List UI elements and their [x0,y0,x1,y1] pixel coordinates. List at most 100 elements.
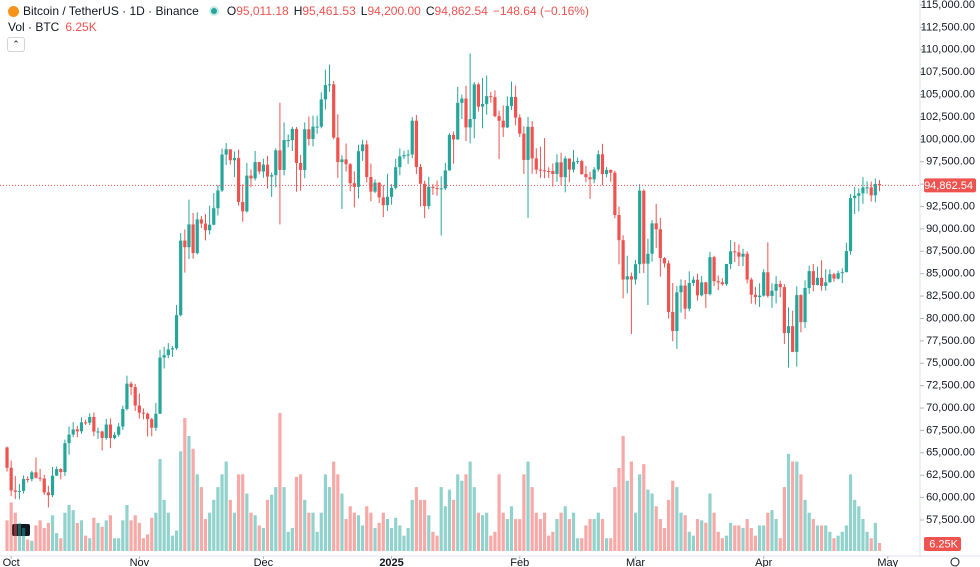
volume-bar [38,520,42,551]
candle-body [96,431,100,433]
volume-bar [700,520,704,551]
volume-bar [799,474,803,551]
candle-body [456,102,460,140]
volume-bar [658,519,662,551]
candle-body [55,469,59,476]
y-tick-label: 90,000.00 [926,223,975,235]
candle-body [431,186,435,188]
volume-bar [290,528,294,551]
volume-bar [679,512,683,551]
volume-bar [869,538,873,551]
candle-body [361,144,365,152]
change: −148.64 (−0.16%) [492,4,589,18]
candle-body [224,149,228,155]
candle-body [435,187,439,189]
volume-tag-label: 6.25K [929,538,958,550]
candle-body [476,84,480,107]
collapse-button[interactable]: ⌃ [7,37,25,52]
legend: Bitcoin / TetherUS · 1D · Binance O 95,01… [8,3,594,35]
volume-bar [662,528,667,551]
candle-body [121,408,125,427]
candle-body [319,99,323,127]
candle-body [290,128,294,141]
candle-body [336,137,340,163]
volume-bar [108,515,112,551]
volume-bar [493,531,497,551]
volume-bar [451,499,456,551]
candle-body [71,429,75,435]
x-tick-label: Nov [130,557,150,567]
volume-bar [431,531,435,551]
candle-body [617,215,621,241]
symbol[interactable]: Bitcoin / TetherUS · 1D · Binance [23,4,199,18]
candle-body [245,175,249,212]
volume-bar [576,538,580,551]
settings-icon[interactable] [950,557,960,567]
candle-body [5,447,9,468]
candle-body [340,159,344,163]
candle-body [278,150,282,170]
volume-bar [749,528,753,551]
candle-body [791,326,795,352]
volume-bar [435,535,439,551]
y-tick-label: 57,500.00 [926,514,975,526]
volume-bar [683,515,687,551]
volume-bar [530,487,534,551]
candle-body [220,154,224,191]
candle-body [282,140,286,170]
candle-body [580,161,584,175]
candle-body [398,156,402,168]
candle-body [26,478,30,480]
candle-body [108,424,112,439]
volume-bar [332,461,336,551]
candle-body [162,355,166,358]
volume-bar [604,538,609,551]
volume-bar [853,499,857,551]
volume-bar [447,489,452,551]
volume-bar [654,506,658,551]
y-tick-label: 85,000.00 [926,268,975,280]
volume-bar [183,418,187,551]
candle-body [332,84,336,138]
candle-body [104,424,108,438]
volume-bar [344,519,348,551]
candle-body [9,467,13,491]
volume-bar [100,526,104,551]
volume-bar [274,487,278,551]
volume-bar [5,520,9,551]
candle-body [34,472,38,478]
volume-bar [836,535,840,551]
volume-bar [642,464,646,551]
volume-bar [75,522,79,551]
volume-bar [191,448,195,551]
volume-bar [460,480,464,551]
ohlc-key: O [226,4,237,18]
candle-body [724,264,729,285]
volume-bar [398,525,402,551]
candle-body [646,253,650,264]
candle-body [228,149,232,161]
candle-body [464,98,468,128]
volume-bar [208,512,212,551]
volume-bar [199,487,203,551]
candle-body [638,190,642,265]
volume-bar [737,525,741,551]
volume-bar [83,535,88,551]
volume-bar [588,519,592,551]
volume-bar [170,535,175,551]
candle-body [708,257,712,295]
volume-bar [9,502,13,551]
candle-body [629,276,633,280]
volume-bar [195,474,199,551]
y-tick-label: 77,500.00 [926,335,975,347]
candle-body [311,126,315,139]
volume-bar [733,525,737,551]
candle-body [786,326,791,334]
candle-body [542,170,547,172]
volume-bar [303,499,307,551]
candle-body [555,162,559,175]
volume-bar [497,474,501,551]
candle-body [671,311,675,332]
volume-bar [456,474,460,551]
volume-bar [146,534,150,551]
